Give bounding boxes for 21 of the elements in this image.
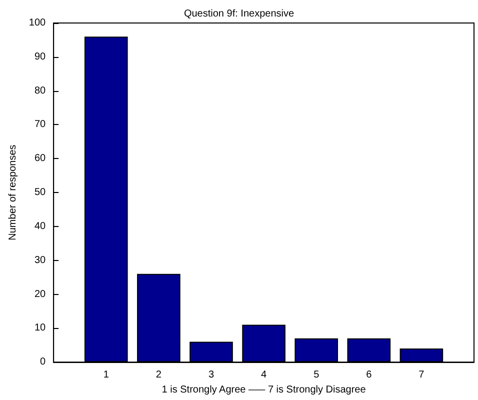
y-tick-label: 50 xyxy=(34,187,46,198)
y-tick-label: 90 xyxy=(34,51,46,62)
x-tick-label: 5 xyxy=(314,370,320,381)
y-tick-label: 70 xyxy=(34,119,46,130)
y-tick-label: 60 xyxy=(34,153,46,164)
x-tick-label: 4 xyxy=(261,370,268,381)
x-tick-label: 6 xyxy=(366,370,372,381)
x-tick-label: 7 xyxy=(418,370,425,381)
x-tick-label: 2 xyxy=(156,370,162,381)
y-tick-label: 0 xyxy=(40,356,46,368)
x-tick-label: 3 xyxy=(208,370,214,381)
y-tick-label: 30 xyxy=(34,254,46,266)
x-tick-label: 1 xyxy=(103,370,110,381)
y-tick-label: 80 xyxy=(34,85,46,96)
y-tick-label: 100 xyxy=(28,18,46,28)
y-tick-label: 20 xyxy=(34,288,46,300)
y-tick-label: 10 xyxy=(34,322,46,334)
x-axis-title: 1 is Strongly Agree ––– 7 is Strongly Disagree xyxy=(162,384,366,396)
y-tick-label: 40 xyxy=(34,220,46,232)
chart-title: Question 9f: Inexpensive xyxy=(184,8,294,20)
y-axis-title: Number of responses xyxy=(8,144,18,240)
